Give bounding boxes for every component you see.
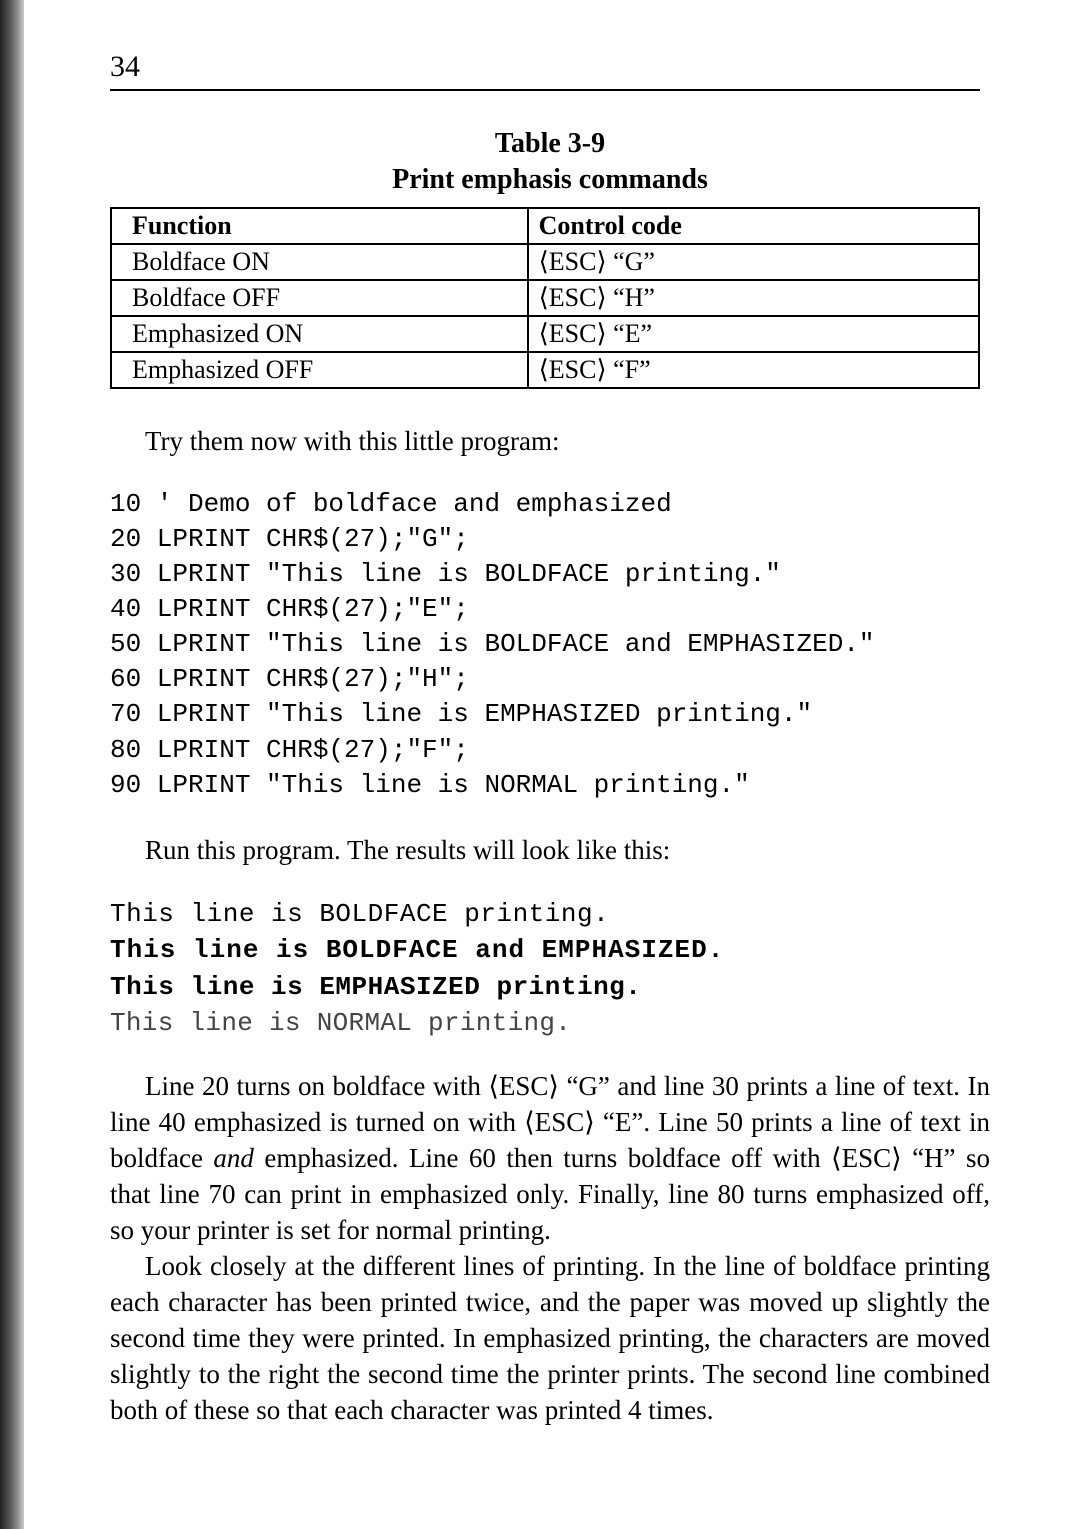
table-title: Table 3-9 Print emphasis commands — [110, 126, 990, 199]
header-control-code: Control code — [528, 208, 979, 244]
output-line-normal: This line is NORMAL printing. — [110, 1005, 990, 1041]
header-function: Function — [111, 208, 528, 244]
cell-code: ⟨ESC⟩ “E” — [528, 316, 979, 352]
table-row: Boldface ON ⟨ESC⟩ “G” — [111, 244, 979, 280]
explanation-paragraph-2: Look closely at the different lines of p… — [110, 1249, 990, 1429]
table-row: Emphasized OFF ⟨ESC⟩ “F” — [111, 352, 979, 388]
commands-table: Function Control code Boldface ON ⟨ESC⟩ … — [110, 207, 980, 389]
cell-function: Emphasized ON — [111, 316, 528, 352]
cell-function: Boldface OFF — [111, 280, 528, 316]
cell-code: ⟨ESC⟩ “G” — [528, 244, 979, 280]
output-line-emphasized: This line is EMPHASIZED printing. — [110, 969, 990, 1005]
table-header-row: Function Control code — [111, 208, 979, 244]
para1-italic: and — [213, 1143, 254, 1173]
cell-code: ⟨ESC⟩ “F” — [528, 352, 979, 388]
code-line: 10 ' Demo of boldface and emphasized — [110, 489, 672, 519]
code-line: 50 LPRINT "This line is BOLDFACE and EMP… — [110, 629, 875, 659]
binding-edge — [0, 0, 24, 1529]
table-title-line2: Print emphasis commands — [392, 164, 708, 195]
code-listing: 10 ' Demo of boldface and emphasized 20 … — [110, 487, 990, 803]
explanation-paragraph-1: Line 20 turns on boldface with ⟨ESC⟩ “G”… — [110, 1069, 990, 1249]
output-line-both: This line is BOLDFACE and EMPHASIZED. — [110, 932, 990, 968]
code-line: 30 LPRINT "This line is BOLDFACE printin… — [110, 559, 781, 589]
cell-code: ⟨ESC⟩ “H” — [528, 280, 979, 316]
output-line-boldface: This line is BOLDFACE printing. — [110, 896, 990, 932]
code-line: 20 LPRINT CHR$(27);"G"; — [110, 524, 469, 554]
table-row: Emphasized ON ⟨ESC⟩ “E” — [111, 316, 979, 352]
printer-output: This line is BOLDFACE printing. This lin… — [110, 896, 990, 1042]
table-title-line1: Table 3-9 — [495, 128, 605, 159]
table-row: Boldface OFF ⟨ESC⟩ “H” — [111, 280, 979, 316]
code-line: 60 LPRINT CHR$(27);"H"; — [110, 664, 469, 694]
code-line: 70 LPRINT "This line is EMPHASIZED print… — [110, 699, 812, 729]
run-text: Run this program. The results will look … — [110, 833, 990, 868]
cell-function: Emphasized OFF — [111, 352, 528, 388]
code-line: 40 LPRINT CHR$(27);"E"; — [110, 594, 469, 624]
cell-function: Boldface ON — [111, 244, 528, 280]
page-number: 34 — [110, 50, 980, 91]
code-line: 90 LPRINT "This line is NORMAL printing.… — [110, 770, 750, 800]
intro-text: Try them now with this little program: — [110, 424, 990, 459]
code-line: 80 LPRINT CHR$(27);"F"; — [110, 735, 469, 765]
